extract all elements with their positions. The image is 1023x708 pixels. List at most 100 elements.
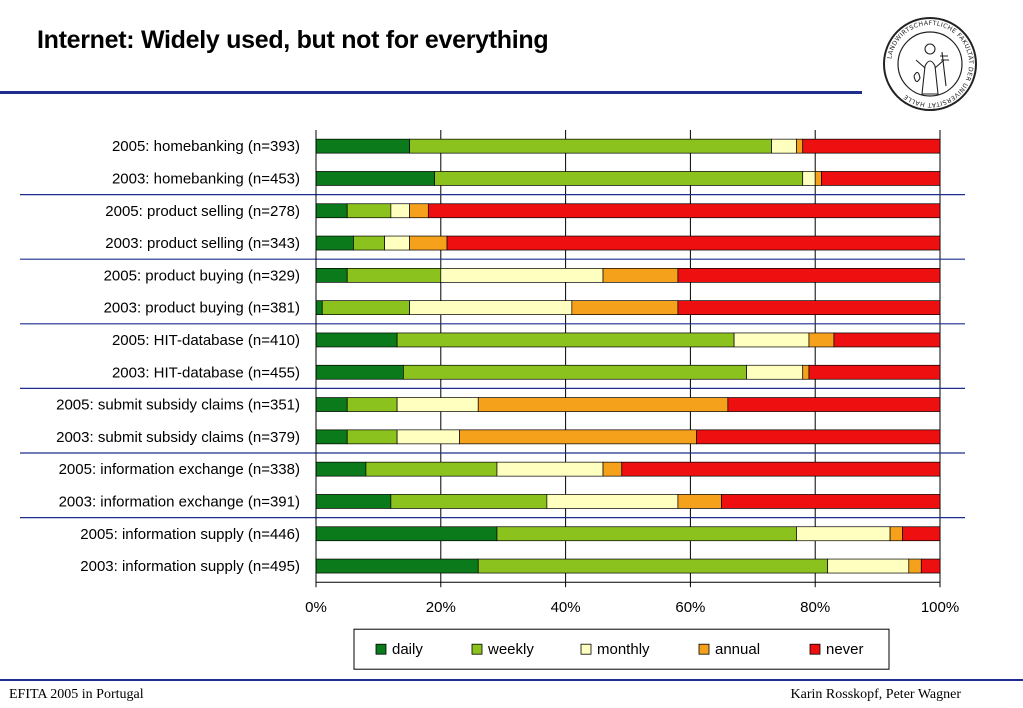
bar-annual bbox=[677, 494, 722, 509]
bar-daily bbox=[315, 203, 348, 219]
bar-daily bbox=[315, 332, 398, 348]
bar-annual bbox=[808, 332, 835, 348]
university-seal-logo: LANDWIRTSCHAFTLICHE FAKULTÄT DER UNIVERS… bbox=[883, 17, 977, 111]
bar-annual bbox=[802, 364, 810, 380]
bar-monthly bbox=[396, 397, 479, 412]
bar-monthly bbox=[409, 300, 573, 315]
bar-never bbox=[902, 526, 941, 542]
legend-swatch-annual bbox=[698, 643, 710, 655]
category-label: 2003: homebanking (n=453) bbox=[112, 170, 300, 187]
bar-annual bbox=[409, 235, 448, 251]
legend-label-never: never bbox=[826, 641, 864, 658]
bar-daily bbox=[315, 558, 479, 574]
x-tick-labels: 0% 20% 40% 60% 80% 100% bbox=[305, 599, 959, 616]
bar-never bbox=[920, 558, 941, 574]
category-label: 2003: information supply (n=495) bbox=[80, 558, 300, 575]
bar-annual bbox=[602, 268, 679, 283]
bar-never bbox=[696, 429, 941, 445]
legend-box bbox=[353, 628, 890, 670]
bar-never bbox=[721, 494, 941, 509]
bar-segments bbox=[315, 138, 941, 574]
legend-label-annual: annual bbox=[715, 641, 760, 658]
slide-title: Internet: Widely used, but not for every… bbox=[37, 26, 549, 54]
bar-daily bbox=[315, 171, 435, 186]
bar-annual bbox=[409, 203, 429, 219]
bar-weekly bbox=[477, 558, 829, 574]
group-separators bbox=[20, 193, 965, 519]
grid-lines bbox=[315, 130, 941, 583]
bar-never bbox=[802, 138, 941, 154]
footer-event: EFITA 2005 in Portugal bbox=[9, 687, 144, 702]
bar-monthly bbox=[546, 494, 679, 509]
category-label: 2005: information exchange (n=338) bbox=[59, 461, 300, 478]
category-label: 2005: HIT-database (n=410) bbox=[112, 332, 300, 349]
bar-daily bbox=[315, 268, 348, 283]
legend-label-monthly: monthly bbox=[597, 641, 650, 658]
bar-monthly bbox=[384, 235, 410, 251]
bar-annual bbox=[571, 300, 679, 315]
bar-annual bbox=[889, 526, 903, 542]
category-label: 2005: homebanking (n=393) bbox=[112, 138, 300, 155]
bar-weekly bbox=[365, 461, 498, 477]
bar-annual bbox=[908, 558, 922, 574]
bar-daily bbox=[315, 235, 354, 251]
bar-never bbox=[446, 235, 941, 251]
bar-never bbox=[677, 300, 941, 315]
bar-never bbox=[427, 203, 941, 219]
bar-weekly bbox=[321, 300, 410, 315]
bar-monthly bbox=[396, 429, 460, 445]
bar-annual bbox=[796, 138, 804, 154]
x-tick-label: 80% bbox=[800, 599, 830, 616]
bar-monthly bbox=[496, 461, 604, 477]
bar-monthly bbox=[746, 364, 804, 380]
bar-daily bbox=[315, 461, 367, 477]
x-tick-label: 60% bbox=[675, 599, 705, 616]
category-label: 2003: HIT-database (n=455) bbox=[112, 364, 300, 381]
bar-annual bbox=[814, 171, 822, 186]
footer-rule bbox=[0, 679, 1023, 681]
bar-weekly bbox=[409, 138, 772, 154]
legend-swatch-weekly bbox=[471, 643, 483, 655]
category-label: 2003: information exchange (n=391) bbox=[59, 493, 300, 510]
bar-never bbox=[808, 364, 941, 380]
x-tick-label: 100% bbox=[921, 599, 959, 616]
legend-swatch-never bbox=[809, 643, 821, 655]
bar-weekly bbox=[434, 171, 804, 186]
bar-never bbox=[727, 397, 941, 412]
bar-daily bbox=[315, 494, 392, 509]
bar-daily bbox=[315, 364, 404, 380]
bar-monthly bbox=[827, 558, 910, 574]
legend: daily weekly monthly annual never bbox=[353, 628, 890, 670]
bar-annual bbox=[459, 429, 697, 445]
bar-daily bbox=[315, 429, 348, 445]
bar-weekly bbox=[353, 235, 385, 251]
x-tick-label: 20% bbox=[426, 599, 456, 616]
title-underline bbox=[0, 91, 862, 94]
bar-monthly bbox=[733, 332, 810, 348]
bar-monthly bbox=[440, 268, 604, 283]
bar-annual bbox=[602, 461, 623, 477]
bar-weekly bbox=[403, 364, 747, 380]
bar-monthly bbox=[771, 138, 797, 154]
legend-label-daily: daily bbox=[392, 641, 423, 658]
bar-weekly bbox=[496, 526, 797, 542]
bar-annual bbox=[477, 397, 729, 412]
category-label: 2003: product buying (n=381) bbox=[104, 300, 300, 317]
bar-weekly bbox=[346, 203, 392, 219]
x-tick-label: 0% bbox=[305, 599, 327, 616]
bar-never bbox=[833, 332, 941, 348]
category-label: 2005: product selling (n=278) bbox=[105, 203, 300, 220]
bar-daily bbox=[315, 526, 498, 542]
category-label: 2003: product selling (n=343) bbox=[105, 235, 300, 252]
bar-never bbox=[677, 268, 941, 283]
x-tick-label: 40% bbox=[551, 599, 581, 616]
category-label: 2005: product buying (n=329) bbox=[104, 267, 300, 284]
axis bbox=[315, 130, 941, 588]
bar-weekly bbox=[396, 332, 735, 348]
bar-daily bbox=[315, 397, 348, 412]
legend-swatch-monthly bbox=[580, 643, 592, 655]
bar-weekly bbox=[346, 429, 398, 445]
stacked-bar-chart: 2005: homebanking (n=393) 2003: homebanki… bbox=[20, 130, 965, 670]
bar-monthly bbox=[390, 203, 410, 219]
legend-swatch-daily bbox=[375, 643, 387, 655]
